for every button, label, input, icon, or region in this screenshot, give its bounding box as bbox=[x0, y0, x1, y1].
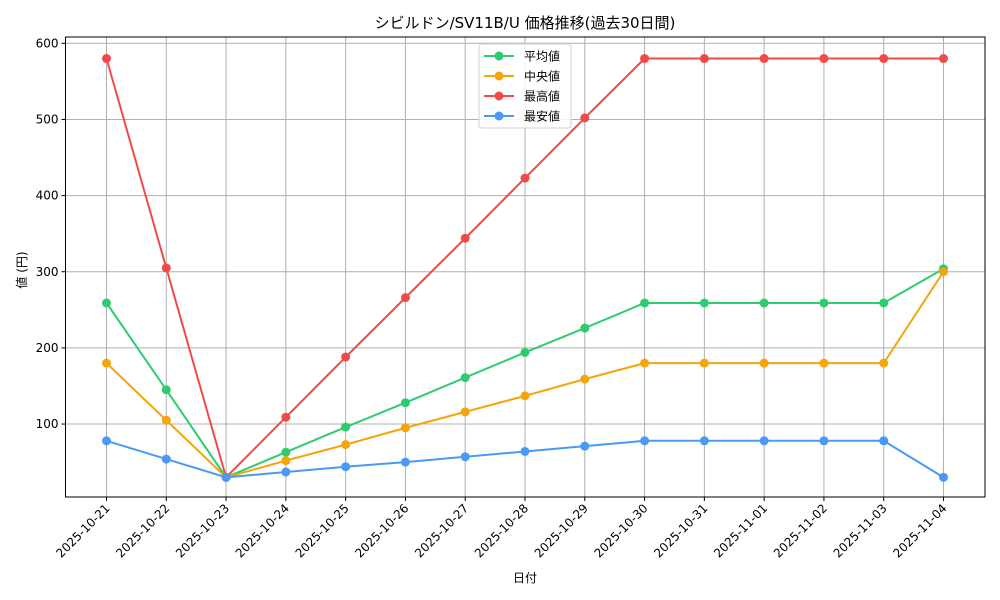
data-point-marker bbox=[520, 173, 530, 183]
x-tick-label: 2025-10-25 bbox=[293, 501, 352, 560]
data-point-marker bbox=[341, 352, 351, 362]
data-point-marker bbox=[699, 358, 709, 368]
x-tick-label: 2025-11-04 bbox=[890, 501, 949, 560]
data-point-marker bbox=[699, 436, 709, 446]
series-lines bbox=[102, 54, 948, 482]
data-point-marker bbox=[580, 323, 590, 333]
data-point-marker bbox=[699, 54, 709, 64]
data-point-marker bbox=[221, 472, 231, 482]
data-point-marker bbox=[939, 267, 948, 277]
data-point-marker bbox=[640, 54, 650, 64]
data-point-marker bbox=[819, 358, 829, 368]
y-tick-label: 500 bbox=[36, 112, 59, 126]
data-point-marker bbox=[460, 452, 470, 462]
data-point-marker bbox=[161, 454, 171, 464]
y-axis-ticks: 100 200 300 400 500 600 bbox=[36, 36, 66, 431]
data-point-marker bbox=[400, 398, 410, 408]
data-point-marker bbox=[939, 472, 948, 482]
data-point-marker bbox=[879, 358, 889, 368]
data-point-marker bbox=[580, 113, 590, 123]
data-point-marker bbox=[341, 440, 351, 450]
data-point-marker bbox=[819, 54, 829, 64]
x-tick-label: 2025-10-23 bbox=[173, 501, 232, 560]
data-point-marker bbox=[102, 298, 111, 308]
x-axis-label: 日付 bbox=[513, 571, 537, 585]
data-point-marker bbox=[879, 54, 889, 64]
data-point-marker bbox=[879, 298, 889, 308]
legend-marker-icon bbox=[494, 51, 504, 61]
data-point-marker bbox=[580, 441, 590, 451]
data-point-marker bbox=[281, 456, 291, 466]
y-tick-label: 100 bbox=[36, 417, 59, 431]
legend-marker-icon bbox=[494, 111, 504, 121]
legend-label: 最高値 bbox=[524, 89, 560, 104]
x-axis-ticks: 2025-10-21 2025-10-22 2025-10-23 2025-10-24… bbox=[53, 497, 950, 560]
data-point-marker bbox=[281, 412, 291, 422]
x-tick-label: 2025-11-01 bbox=[711, 501, 770, 560]
data-point-marker bbox=[640, 358, 650, 368]
data-point-marker bbox=[939, 54, 948, 64]
x-tick-label: 2025-11-02 bbox=[771, 501, 830, 560]
y-tick-label: 300 bbox=[36, 265, 59, 279]
data-point-marker bbox=[161, 263, 171, 273]
data-point-marker bbox=[281, 467, 291, 477]
data-point-marker bbox=[102, 54, 111, 64]
data-point-marker bbox=[759, 436, 769, 446]
legend-label: 平均値 bbox=[524, 49, 560, 64]
x-tick-label: 2025-10-26 bbox=[352, 501, 411, 560]
x-tick-label: 2025-11-03 bbox=[831, 501, 890, 560]
x-tick-label: 2025-10-30 bbox=[591, 501, 650, 560]
legend-label: 中央値 bbox=[524, 69, 560, 84]
data-point-marker bbox=[161, 385, 171, 395]
x-tick-label: 2025-10-22 bbox=[113, 501, 172, 560]
data-point-marker bbox=[460, 233, 470, 243]
chart-title: シビルドン/SV11B/U 価格推移(過去30日間) bbox=[375, 14, 676, 32]
legend-marker-icon bbox=[494, 71, 504, 81]
data-point-marker bbox=[520, 391, 530, 401]
y-axis-label: 値 (円) bbox=[14, 251, 29, 288]
data-point-marker bbox=[161, 415, 171, 425]
data-point-marker bbox=[819, 436, 829, 446]
data-point-marker bbox=[460, 407, 470, 417]
x-tick-label: 2025-10-28 bbox=[472, 501, 531, 560]
data-point-marker bbox=[460, 373, 470, 383]
data-point-marker bbox=[520, 446, 530, 456]
data-point-marker bbox=[759, 358, 769, 368]
y-tick-label: 200 bbox=[36, 341, 59, 355]
data-point-marker bbox=[640, 298, 650, 308]
data-point-marker bbox=[341, 422, 351, 432]
legend-box bbox=[478, 43, 572, 129]
legend-marker-icon bbox=[494, 91, 504, 101]
grid-lines bbox=[65, 37, 985, 497]
y-tick-label: 400 bbox=[36, 189, 59, 203]
data-point-marker bbox=[759, 298, 769, 308]
data-point-marker bbox=[520, 347, 530, 357]
data-point-marker bbox=[879, 436, 889, 446]
x-tick-label: 2025-10-27 bbox=[412, 501, 471, 560]
data-point-marker bbox=[281, 447, 291, 457]
x-tick-label: 2025-10-24 bbox=[233, 501, 292, 560]
data-point-marker bbox=[102, 436, 111, 446]
data-point-marker bbox=[580, 374, 590, 384]
series-最安値 bbox=[102, 436, 948, 482]
x-tick-label: 2025-10-29 bbox=[532, 501, 591, 560]
series-最高値 bbox=[102, 54, 948, 482]
y-tick-label: 600 bbox=[36, 36, 59, 50]
data-point-marker bbox=[640, 436, 650, 446]
legend-label: 最安値 bbox=[524, 109, 560, 124]
data-point-marker bbox=[400, 423, 410, 433]
data-point-marker bbox=[759, 54, 769, 64]
x-tick-label: 2025-10-31 bbox=[651, 501, 710, 560]
data-point-marker bbox=[699, 298, 709, 308]
series-中央値 bbox=[102, 267, 948, 482]
data-point-marker bbox=[819, 298, 829, 308]
data-point-marker bbox=[341, 462, 351, 472]
x-tick-label: 2025-10-21 bbox=[53, 501, 112, 560]
data-point-marker bbox=[400, 293, 410, 303]
data-point-marker bbox=[400, 457, 410, 467]
data-point-marker bbox=[102, 358, 111, 368]
